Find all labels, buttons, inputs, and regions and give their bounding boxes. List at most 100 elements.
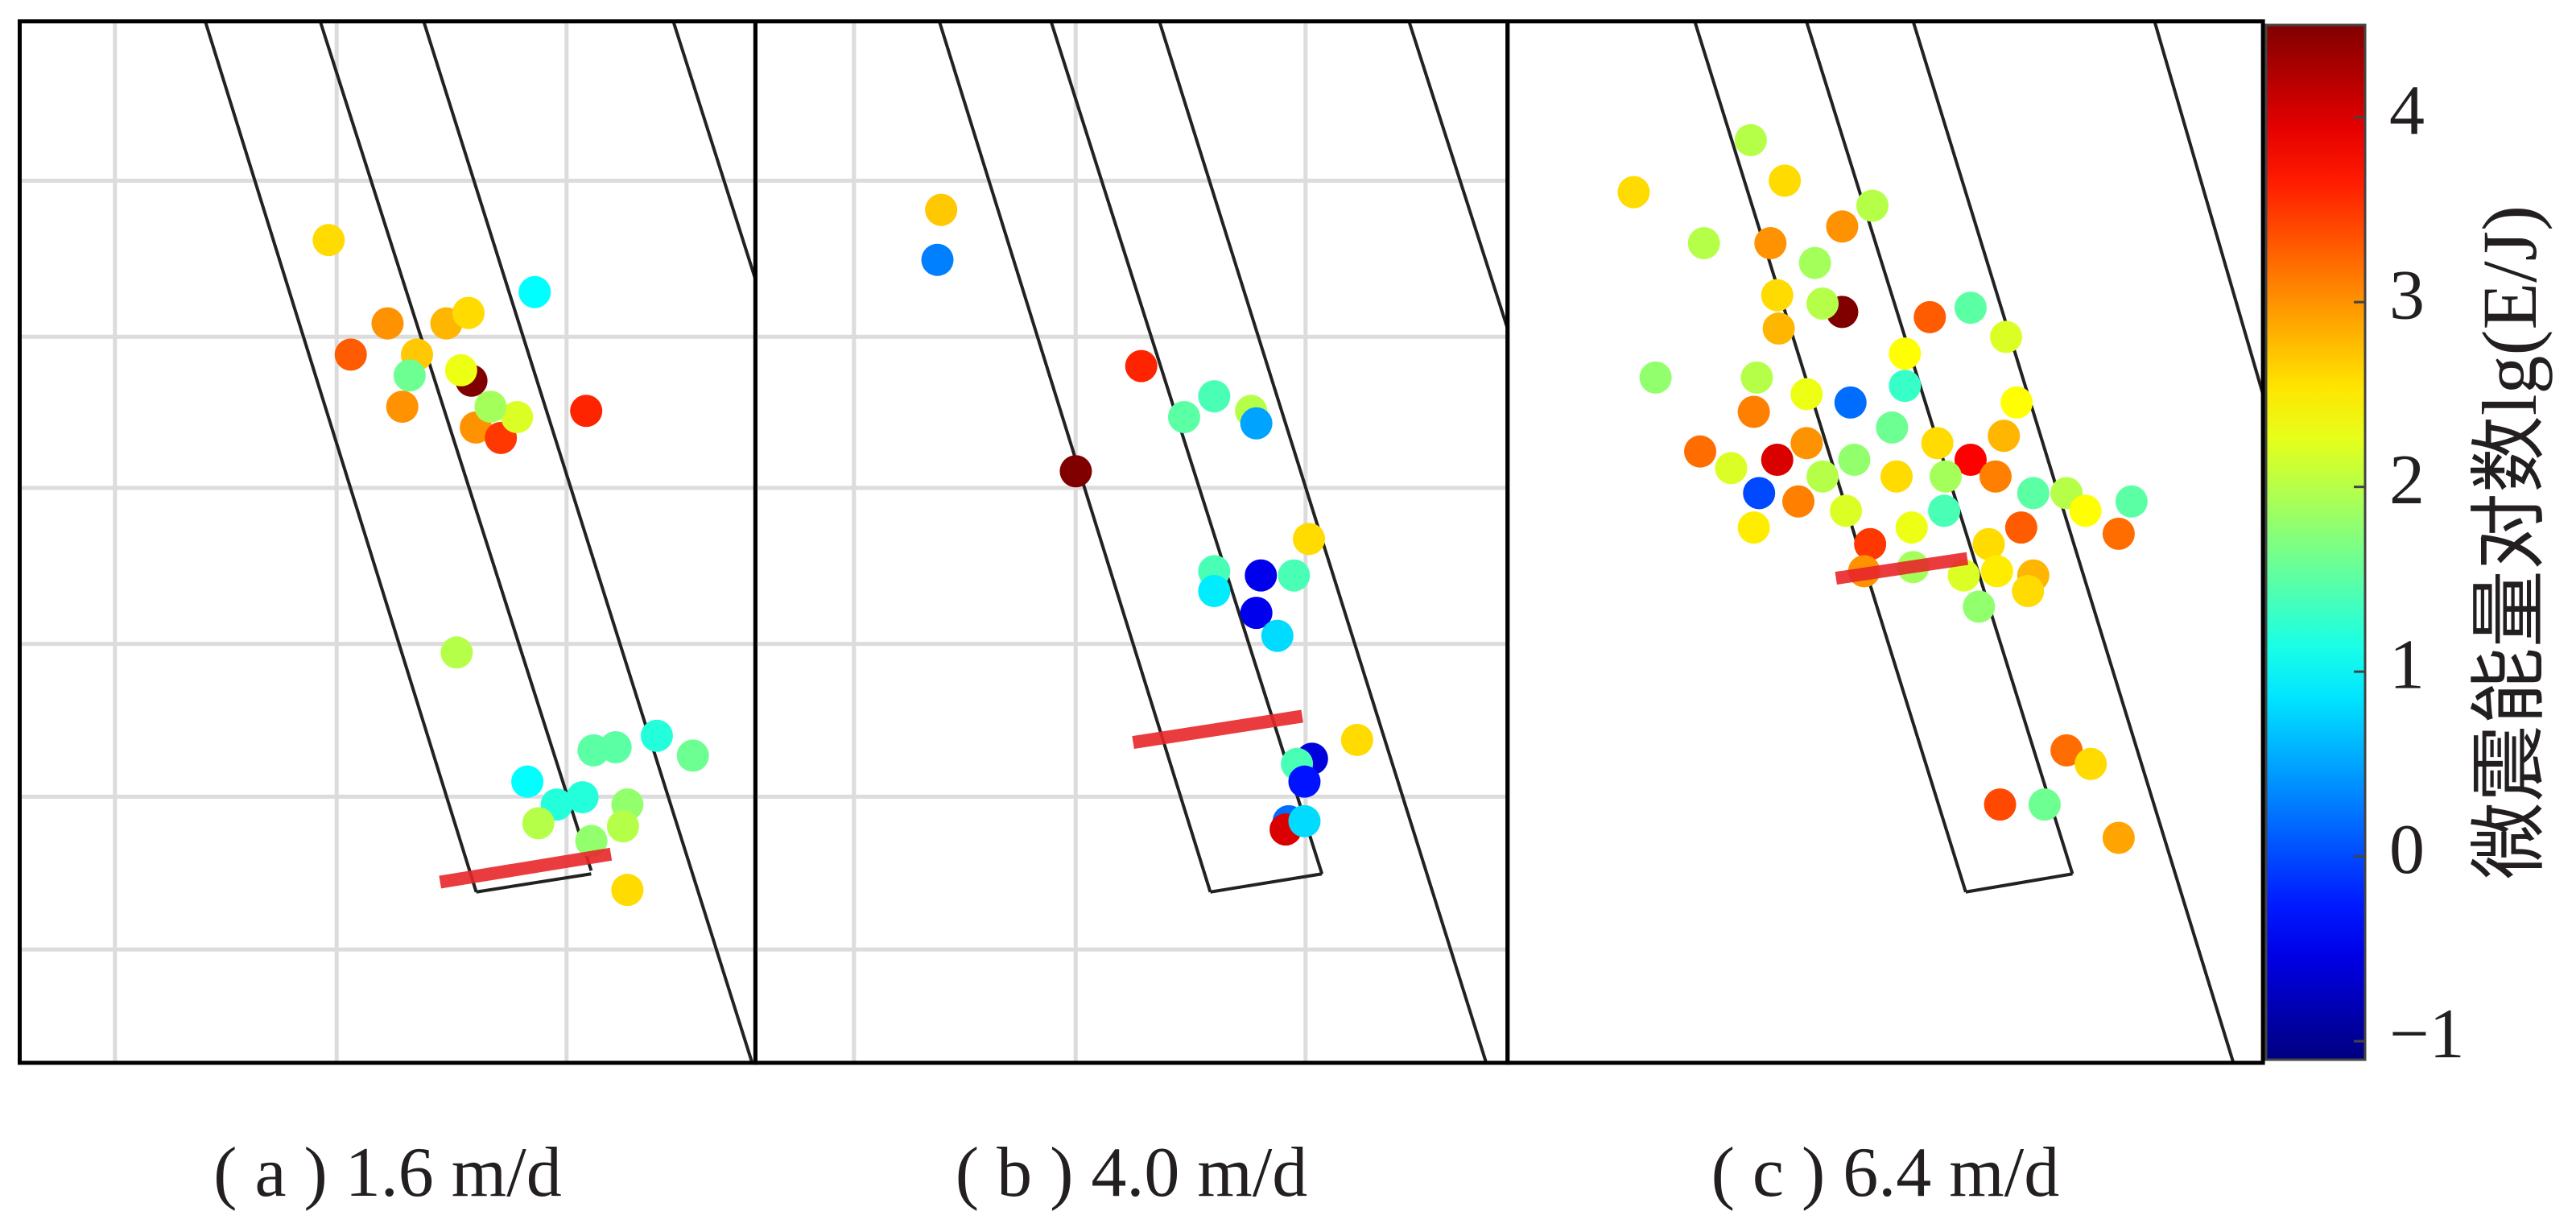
event-point [1921,427,1954,460]
event-point [606,810,639,843]
event-point [1687,227,1720,260]
event-point [1889,370,1922,403]
event-point [1929,460,1962,493]
event-point [1737,511,1770,544]
event-point [611,874,644,907]
event-point [1834,386,1867,419]
seam-outline [476,872,592,894]
event-point [676,739,709,772]
event-point [1684,435,1717,468]
event-point [1617,176,1650,209]
seam-outline [1965,872,2073,894]
colorbar-label: 微震能量对数lg(E/J) [2467,205,2553,879]
event-point [1798,246,1831,279]
event-point [1278,559,1311,592]
event-point [393,359,426,392]
event-point [1769,164,1802,197]
event-point [1288,804,1321,837]
event-point [2102,821,2135,854]
seam-outline [2153,22,2263,395]
event-point [444,353,477,387]
event-point [1895,511,1928,544]
event-point [312,224,345,257]
event-point [1990,320,2023,353]
event-point [1761,279,1794,312]
colorbar-tick-label: 2 [2389,441,2425,519]
event-point [1854,527,1887,560]
seam-outline [1210,872,1323,894]
event-point [1639,361,1672,394]
panel-frame [753,19,1510,1065]
event-point [452,296,485,329]
event-point [1838,444,1871,477]
event-point [1125,349,1158,382]
event-point [2017,477,2050,510]
event-point [1947,559,1980,592]
event-point [2004,511,2037,544]
event-point [1740,361,1773,394]
event-point [1261,619,1294,652]
panel-frame [17,19,758,1065]
event-point [2115,485,2148,518]
panel-caption: ( a ) 1.6 m/d [213,1134,562,1212]
event-point [1826,210,1859,243]
panel-caption: ( c ) 6.4 m/d [1711,1134,2060,1212]
event-point [1245,559,1278,592]
event-point [1293,523,1326,556]
colorbar [2264,23,2367,1061]
event-point [1876,411,1909,444]
seam-outline [318,22,593,871]
event-point [1715,452,1748,485]
event-point [1880,460,1913,493]
event-point [566,781,599,814]
event-point [1988,420,2021,453]
event-point [1790,378,1823,411]
event-point [1782,485,1815,518]
colorbar-tick-label: 3 [2389,256,2425,334]
event-point [1806,287,1839,320]
event-point [575,825,608,858]
event-point [1979,460,2012,493]
event-point [925,193,958,226]
seam-outline [1049,22,1324,874]
event-point [1928,494,1961,527]
panel-caption: ( b ) 4.0 m/d [956,1134,1308,1212]
event-point [1954,291,1987,325]
event-point [501,400,534,433]
event-point [2028,788,2061,821]
event-point [921,243,954,276]
event-point [2012,574,2045,607]
panel [1617,22,2263,1063]
event-point [1240,407,1273,440]
working-face [1835,552,1969,585]
panel-frame [1505,19,2265,1065]
panel [19,22,755,1063]
event-point [1198,574,1231,607]
event-point [1984,788,2017,821]
event-point [1198,380,1231,413]
event-point [1167,400,1200,433]
panel [755,22,1508,1063]
event-point [1059,455,1092,488]
event-point [511,765,544,798]
event-point [1913,300,1946,333]
event-point [1743,477,1776,510]
event-point [599,730,632,763]
event-point [1972,527,2005,560]
event-point [440,636,473,669]
event-point [1762,312,1795,345]
working-face [439,847,613,889]
event-point [2000,386,2033,419]
event-point [386,391,419,424]
event-point [1963,590,1996,623]
event-point [1856,189,1889,222]
seam-outline [1407,22,1508,329]
seam-outline [671,22,755,280]
event-point [570,395,603,428]
event-point [640,719,673,752]
event-point [1240,597,1273,630]
colorbar-tick-label: −1 [2389,995,2465,1073]
event-point [1761,444,1794,477]
event-point [334,338,367,371]
